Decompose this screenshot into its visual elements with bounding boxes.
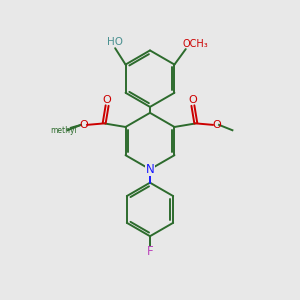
- Text: O: O: [212, 120, 221, 130]
- Text: N: N: [146, 163, 154, 176]
- Text: O: O: [79, 120, 88, 130]
- Text: OCH₃: OCH₃: [183, 39, 209, 49]
- Text: O: O: [103, 95, 112, 105]
- Text: O: O: [188, 95, 197, 105]
- Text: HO: HO: [107, 37, 123, 47]
- Text: F: F: [147, 245, 153, 258]
- Text: methyl: methyl: [50, 126, 76, 135]
